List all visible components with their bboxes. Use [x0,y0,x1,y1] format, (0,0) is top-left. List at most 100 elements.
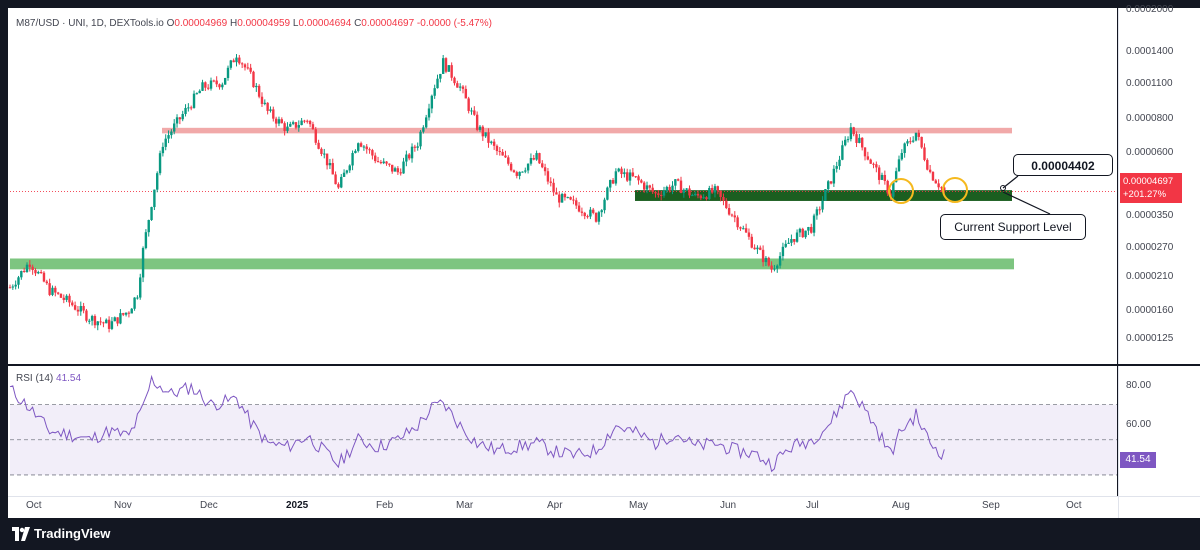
candle-body [20,270,23,278]
candle-body [829,181,833,184]
candle-body [538,153,541,164]
candle-body [543,167,547,172]
candle-body [82,306,85,311]
candle-body [187,107,190,109]
candle-body [560,193,564,203]
candle-body [934,180,938,184]
candle-body [875,164,878,168]
candle-body [269,109,272,111]
candle-body [240,63,244,65]
symbol-legend[interactable]: M87/USD · UNI, 1D, DEXTools.io O0.000049… [16,18,492,29]
scale-corner [1118,496,1200,519]
candle-body [662,190,666,196]
candle-body [144,232,148,249]
candle-body [631,172,635,177]
candle-body [589,209,592,217]
candle-body [515,172,518,176]
candle-body [308,120,312,125]
candle-body [252,71,255,88]
candle-body [68,295,71,303]
candle-body [464,88,468,99]
candle-body [787,242,790,244]
rsi-legend[interactable]: RSI (14) 41.54 [16,373,81,384]
candle-body [501,151,504,156]
candle-body [764,257,768,263]
rsi-pane[interactable] [8,366,1117,496]
candle-body [575,200,578,206]
candle-body [668,186,671,191]
candle-body [243,64,247,68]
candle-body [529,158,533,164]
candle-body [628,172,632,181]
candle-body [736,217,739,228]
candle-body [682,189,686,194]
candle-body [852,127,855,135]
candle-body [447,65,451,72]
time-tick: Mar [456,500,474,511]
close-label: C [354,18,362,29]
candle-body [685,188,688,190]
candle-body [441,58,445,74]
candle-body [753,247,756,250]
candle-body [439,73,442,79]
candle-body [34,270,37,274]
candle-body [54,287,57,293]
candle-body [311,124,315,130]
candle-body [795,232,799,242]
support-level-callout[interactable]: Current Support Level [940,214,1086,240]
candle-body [931,171,935,181]
time-tick: Dec [200,500,218,511]
candle-body [626,172,629,181]
price-pane[interactable] [8,8,1117,364]
candle-body [894,171,898,183]
candle-body [433,88,436,96]
candle-body [801,228,804,238]
high-label: H [230,18,238,29]
candle-body [860,137,864,148]
candle-body [323,153,326,155]
candle-body [580,211,584,213]
time-tick: Aug [892,500,910,511]
support-price-callout[interactable]: 0.00004402 [1013,154,1113,176]
candle-body [812,215,816,233]
candle-body [657,193,660,195]
candle-body [45,281,49,284]
candle-body [113,317,116,322]
candle-body [790,239,793,243]
candle-body [566,197,569,199]
candle-body [257,85,261,97]
support-touch-circle [942,177,968,203]
candle-body [402,161,405,174]
candle-body [725,200,728,209]
candle-body [546,171,550,182]
candle-body [804,230,807,238]
candle-body [119,313,122,324]
candle-body [549,181,552,183]
rsi-scale[interactable] [1118,366,1200,496]
candle-body [467,98,470,111]
candle-body [572,199,575,201]
candle-body [818,209,821,211]
candle-body [427,108,431,118]
candle-body [750,236,753,248]
last-price-value: 0.00004697 [1123,176,1174,187]
time-scale[interactable] [8,496,1118,519]
candle-body [85,310,88,321]
candle-body [105,319,108,324]
candle-body [844,139,847,146]
candle-body [405,154,408,162]
candle-body [526,163,530,171]
tradingview-brand[interactable]: TradingView [34,526,111,541]
candle-body [940,187,943,189]
candle-body [96,321,99,326]
candle-body [229,60,233,68]
candle-body [456,83,459,88]
candle-body [906,141,909,144]
price-tick: 0.0000800 [1126,113,1174,124]
candle-body [209,80,213,89]
candle-body [730,214,734,216]
candle-body [266,102,269,111]
candle-body [614,171,618,184]
candle-body [416,146,419,148]
